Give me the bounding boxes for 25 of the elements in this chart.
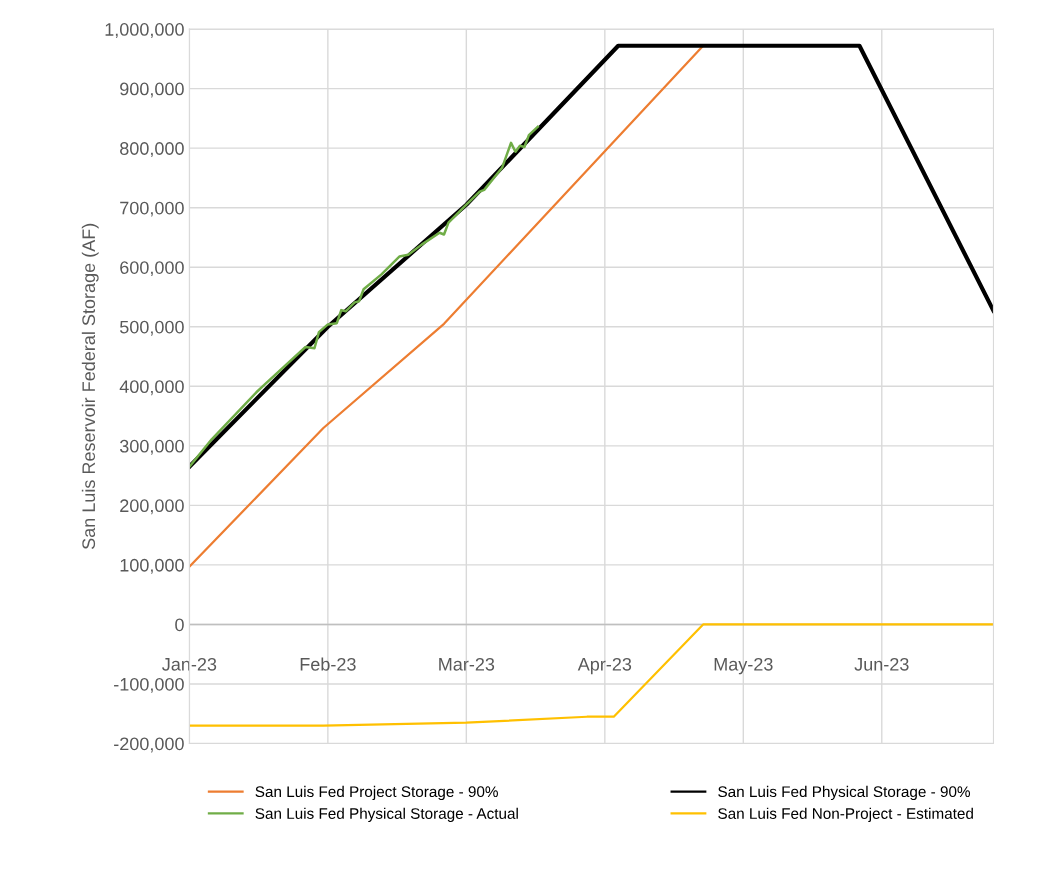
x-tick-label: May-23 [714,657,773,675]
y-tick-label: 900,000 [120,82,184,98]
x-tick-label: Apr-23 [577,657,632,675]
y-tick-label: 500,000 [119,320,184,336]
legend-label: San Luis Fed Project Storage - 90% [255,785,498,801]
y-tick-label: -100,000 [114,677,184,693]
x-tick-label: Jan-23 [162,657,217,671]
y-tick-label: 600,000 [120,261,184,277]
line-series [189,125,540,468]
y-tick-label: 0 [175,618,184,632]
y-tick-label: 400,000 [119,380,184,396]
x-tick-label: Feb-23 [300,657,356,671]
y-tick-label: 300,000 [119,439,184,455]
x-tick-label: Jun-23 [854,657,909,671]
legend-label: San Luis Fed Physical Storage - Actual [255,807,518,822]
y-tick-label: 800,000 [120,142,184,158]
y-tick-label: 100,000 [120,558,184,574]
y-tick-label: 1,000,000 [105,23,184,38]
legend-label: San Luis Fed Non-Project - Estimated [718,807,973,822]
x-tick-label: Mar-23 [439,657,495,671]
y-tick-label: -200,000 [114,737,184,753]
y-tick-label: 700,000 [120,201,184,217]
y-tick-label: 200,000 [120,499,184,515]
y-axis-title: San Luis Reservoir Federal Storage (AF) [81,223,99,550]
legend-label: San Luis Fed Physical Storage - 90% [718,785,971,801]
